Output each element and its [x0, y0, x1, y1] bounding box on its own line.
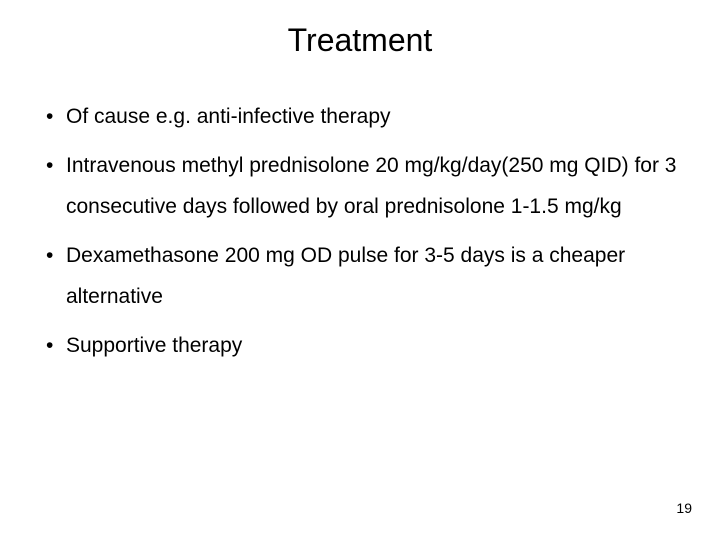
bullet-item: Of cause e.g. anti-infective therapy: [46, 97, 680, 138]
slide-container: Treatment Of cause e.g. anti-infective t…: [0, 0, 720, 540]
bullet-item: Dexamethasone 200 mg OD pulse for 3-5 da…: [46, 236, 680, 318]
bullet-item: Supportive therapy: [46, 326, 680, 367]
page-number: 19: [676, 500, 692, 516]
bullet-item: Intravenous methyl prednisolone 20 mg/kg…: [46, 146, 680, 228]
bullet-list: Of cause e.g. anti-infective therapy Int…: [40, 97, 680, 367]
slide-title: Treatment: [40, 22, 680, 59]
